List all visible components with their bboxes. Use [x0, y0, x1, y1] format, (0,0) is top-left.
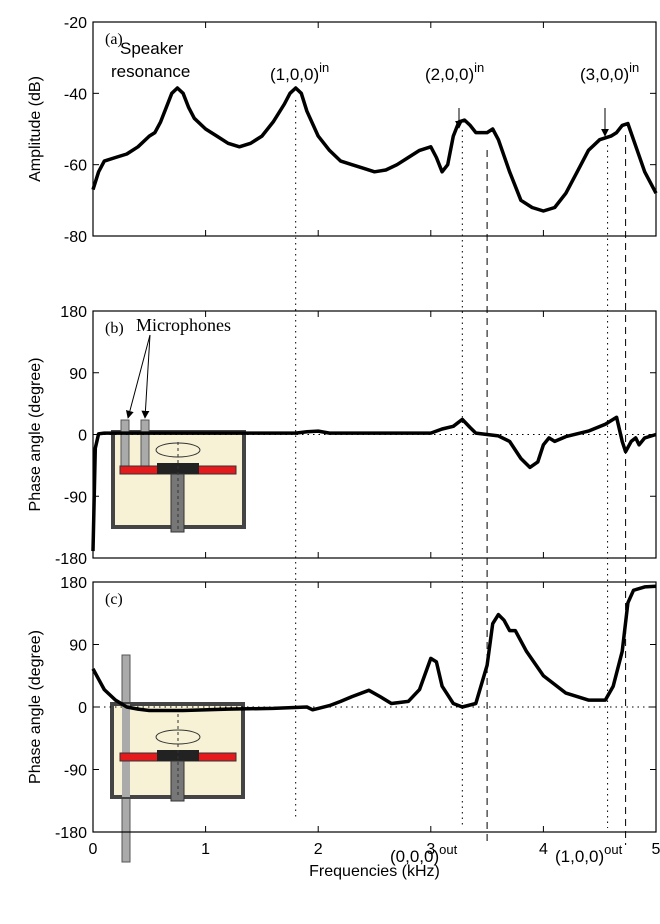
y-tick-label: -80	[64, 229, 87, 246]
panel-label: (a)	[105, 31, 123, 48]
x-tick-label: 3	[426, 841, 435, 858]
y-tick-label: -180	[55, 551, 87, 568]
x-tick-label: 5	[652, 841, 660, 858]
y-tick-label: -40	[64, 86, 87, 103]
y-tick-label: -20	[64, 15, 87, 32]
y-tick-label: -60	[64, 158, 87, 175]
y-tick-label: -90	[64, 763, 87, 780]
y-tick-label: 90	[69, 638, 87, 655]
data-line	[91, 584, 657, 713]
annotation: (0,0,0)out	[390, 842, 458, 866]
annotation-superscript: out	[439, 842, 457, 857]
y-axis-label: Amplitude (dB)	[27, 76, 44, 182]
y-axis-label: Phase angle (degree)	[27, 358, 44, 512]
y-tick-label: 90	[69, 366, 87, 383]
annotation-text: (3,0,0)	[580, 65, 629, 84]
y-tick-label: 180	[60, 575, 87, 592]
annotation-text: (2,0,0)	[425, 65, 474, 84]
inset-diagram-c	[110, 654, 245, 863]
annotation-superscript: in	[629, 60, 639, 75]
x-tick-label: 1	[201, 841, 210, 858]
annotation: (1,0,0)in	[270, 60, 329, 84]
annotation-text: (0,0,0)	[390, 847, 439, 866]
inset-label: Microphones	[136, 315, 231, 335]
annotation-text: (1,0,0)	[270, 65, 319, 84]
x-tick-label: 2	[314, 841, 323, 858]
panel-label: (b)	[105, 320, 124, 337]
annotation-text: (1,0,0)	[555, 847, 604, 866]
y-tick-label: 180	[60, 304, 87, 321]
annotation-superscript: in	[319, 60, 329, 75]
annotation: (3,0,0)in	[580, 60, 639, 84]
y-tick-label: 0	[78, 428, 87, 445]
annotation-text: Speaker	[120, 39, 184, 58]
annotation-text: resonance	[111, 62, 190, 81]
plot-frame	[92, 21, 657, 237]
data-line	[91, 86, 658, 213]
x-tick-label: 4	[539, 841, 548, 858]
x-tick-label: 0	[89, 841, 98, 858]
y-tick-label: -180	[55, 825, 87, 842]
annotation: resonance	[111, 62, 190, 81]
annotation-superscript: out	[604, 842, 622, 857]
annotation: Speaker	[120, 39, 184, 58]
panel-label: (c)	[105, 591, 123, 608]
data-line	[91, 415, 657, 552]
annotation: (2,0,0)in	[425, 60, 484, 84]
x-axis-label: Frequencies (kHz)	[309, 863, 440, 880]
y-tick-label: 0	[78, 700, 87, 717]
annotation-superscript: in	[474, 60, 484, 75]
inset-diagram-b	[111, 334, 246, 533]
annotation: (1,0,0)out	[555, 842, 623, 866]
y-axis-label: Phase angle (degree)	[27, 630, 44, 784]
y-tick-label: -90	[64, 489, 87, 506]
